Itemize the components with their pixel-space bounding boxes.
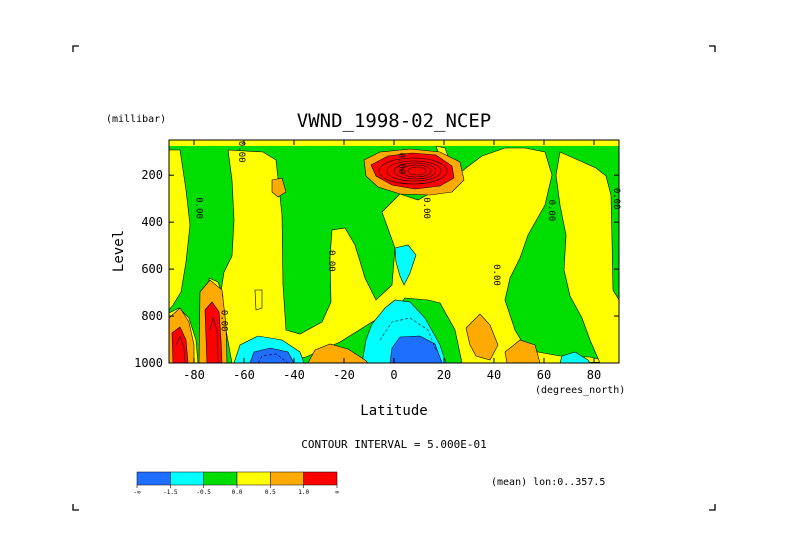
y-tick-label: 400 bbox=[141, 215, 163, 229]
colorbar-label: ∞ bbox=[335, 489, 339, 496]
x-tick-label: -80 bbox=[183, 368, 205, 382]
y-axis-units: (millibar) bbox=[106, 114, 166, 125]
x-axis-units: (degrees_north) bbox=[535, 385, 625, 396]
contour-label: 0.00 bbox=[421, 197, 431, 219]
x-tick-label: 0 bbox=[390, 368, 397, 382]
x-tick-label: 20 bbox=[437, 368, 451, 382]
y-axis: 200 400 600 800 1000 bbox=[134, 168, 619, 370]
chart-title: VWND_1998-02_NCEP bbox=[297, 110, 491, 132]
contour-label: 0.00 bbox=[194, 197, 204, 219]
contour-label: 0.00 bbox=[611, 188, 621, 210]
colorbar-label: 0.5 bbox=[265, 489, 276, 496]
x-tick-label: 80 bbox=[587, 368, 601, 382]
contour-label: 0.00 bbox=[326, 250, 336, 272]
y-tick-label: 600 bbox=[141, 262, 163, 276]
colorbar-swatch bbox=[270, 471, 304, 486]
x-tick-label: 60 bbox=[537, 368, 551, 382]
contour-label: 0.00 bbox=[546, 200, 556, 222]
mean-text: (mean) lon:0..357.5 bbox=[491, 477, 605, 488]
contour-label: 0.00 bbox=[491, 264, 501, 286]
colorbar-label: 0.0 bbox=[232, 489, 243, 496]
colorbar-label: -∞ bbox=[133, 489, 141, 496]
contour-label: 0.00 bbox=[219, 310, 229, 332]
colorbar-swatch bbox=[203, 471, 238, 486]
contour-fill-area bbox=[169, 140, 619, 363]
x-tick-label: -40 bbox=[283, 368, 305, 382]
colorbar-swatch bbox=[170, 471, 204, 486]
y-axis-label: Level bbox=[111, 230, 127, 272]
x-tick-label: -20 bbox=[333, 368, 355, 382]
x-axis: -80 -60 -40 -20 0 20 40 60 80 bbox=[183, 140, 601, 382]
colorbar-swatch bbox=[236, 471, 271, 486]
x-axis-label: Latitude bbox=[360, 403, 427, 419]
y-tick-label: 800 bbox=[141, 309, 163, 323]
corner-marks bbox=[72, 45, 716, 511]
colorbar: -∞ -1.5 -0.5 0.0 0.5 1.0 ∞ bbox=[133, 471, 339, 496]
colorbar-label: -1.5 bbox=[163, 489, 178, 496]
y-tick-label: 1000 bbox=[134, 356, 163, 370]
contour-labels: 0.00 0.00 0.00 0.00 0.00 0.00 0.00 0.00 0.00 bbox=[194, 141, 622, 332]
x-tick-label: -60 bbox=[233, 368, 255, 382]
contour-label: 0.00 bbox=[396, 153, 406, 175]
contour-interval-text: CONTOUR INTERVAL = 5.000E-01 bbox=[301, 438, 486, 451]
y-tick-label: 200 bbox=[141, 168, 163, 182]
colorbar-swatch bbox=[303, 471, 338, 486]
colorbar-label: 1.0 bbox=[298, 489, 309, 496]
negative-contours bbox=[257, 317, 437, 363]
colorbar-swatch bbox=[136, 471, 171, 486]
upper-max-contours bbox=[378, 157, 448, 185]
x-tick-label: 40 bbox=[487, 368, 501, 382]
contour-label: 0.00 bbox=[236, 141, 246, 163]
colorbar-label: -0.5 bbox=[196, 489, 211, 496]
lower-max-contours bbox=[175, 317, 219, 363]
